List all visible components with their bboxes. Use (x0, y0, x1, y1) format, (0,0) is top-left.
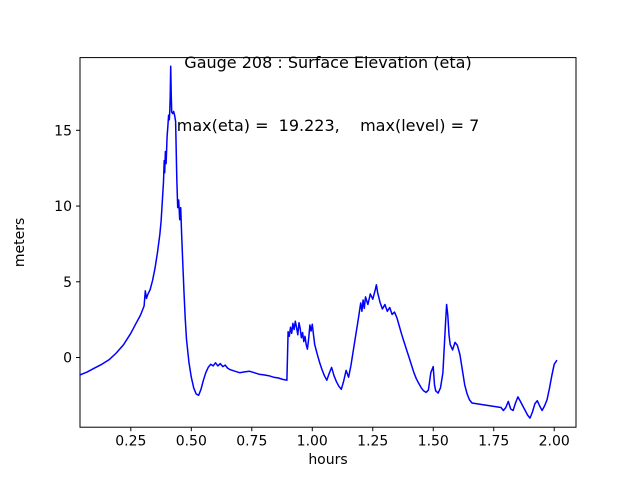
y-axis-tick-label: 10 (54, 199, 72, 215)
x-axis-label: hours (308, 452, 347, 468)
y-axis-tick-label: 5 (63, 275, 72, 291)
x-axis-tick-label: 0.25 (115, 434, 146, 450)
x-axis-tick-label: 0.50 (176, 434, 207, 450)
x-axis-tick-label: 1.25 (357, 434, 388, 450)
x-axis-tick-label: 1.50 (418, 434, 449, 450)
x-axis-tick-label: 1.75 (478, 434, 509, 450)
plot-frame (79, 57, 577, 428)
x-axis-tick-label: 1.00 (297, 434, 328, 450)
x-axis-tick-label: 2.00 (539, 434, 570, 450)
chart-title-line2: max(eta) = 19.223, max(level) = 7 (176, 116, 480, 135)
y-axis-label: meters (12, 218, 28, 267)
y-axis-tick-label: 15 (54, 123, 72, 139)
x-axis-tick-label: 0.75 (236, 434, 267, 450)
eta-line (79, 65, 558, 419)
y-axis-tick-label: 0 (63, 351, 72, 367)
